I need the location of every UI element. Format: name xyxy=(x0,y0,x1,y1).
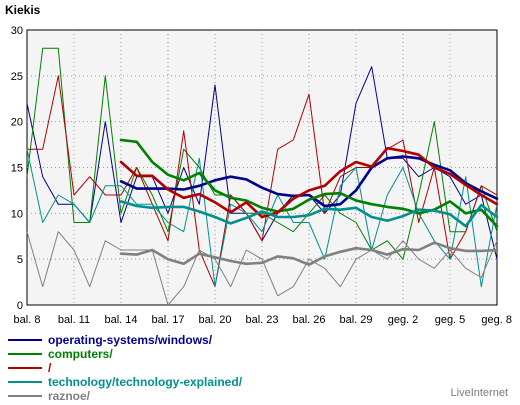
axis-ticks: 0 5 10 15 20 25 30 bal. 8 bal. 11 bal. 14 bal. 17 b… xyxy=(11,25,512,326)
series-average-line xyxy=(119,146,499,219)
y-tick-label: 25 xyxy=(11,71,23,83)
series-average-line xyxy=(119,241,499,267)
series-average-line xyxy=(119,155,499,208)
series-daily-line xyxy=(26,231,498,306)
x-tick-label: geg. 8 xyxy=(481,314,512,326)
legend-label: raznoe/ xyxy=(48,389,91,403)
y-tick-label: 0 xyxy=(17,300,23,312)
x-tick-label: bal. 8 xyxy=(14,314,41,326)
chart-title: Kiekis xyxy=(5,3,41,17)
x-tick-label: bal. 20 xyxy=(198,314,231,326)
legend-swatch xyxy=(8,367,42,369)
series-daily-line xyxy=(27,75,498,288)
legend-label: operating-systems/windows/ xyxy=(48,333,213,347)
x-tick-label: bal. 26 xyxy=(292,314,325,326)
series-daily-line xyxy=(26,47,498,260)
x-tick-label: geg. 5 xyxy=(435,314,466,326)
legend-label: computers/ xyxy=(48,347,113,361)
legend-label: technology/technology-explained/ xyxy=(48,375,243,389)
brand-label: LiveInternet xyxy=(450,387,508,399)
legend-label: / xyxy=(48,361,52,375)
x-tick-label: bal. 23 xyxy=(245,314,278,326)
x-tick-label: bal. 14 xyxy=(104,314,137,326)
y-tick-label: 10 xyxy=(11,208,23,220)
y-tick-label: 15 xyxy=(11,163,23,175)
legend-swatch xyxy=(8,339,42,341)
y-tick-label: 20 xyxy=(11,117,23,129)
y-tick-label: 30 xyxy=(11,25,23,37)
y-tick-label: 5 xyxy=(17,254,23,266)
legend-swatch xyxy=(8,353,42,355)
series-average-line xyxy=(119,200,499,228)
legend-swatch xyxy=(8,381,42,383)
x-tick-label: bal. 29 xyxy=(339,314,372,326)
legend-swatch xyxy=(8,395,42,397)
x-tick-label: geg. 2 xyxy=(388,314,419,326)
x-tick-label: bal. 17 xyxy=(151,314,184,326)
series-lines xyxy=(26,47,499,306)
x-tick-label: bal. 11 xyxy=(58,314,90,326)
